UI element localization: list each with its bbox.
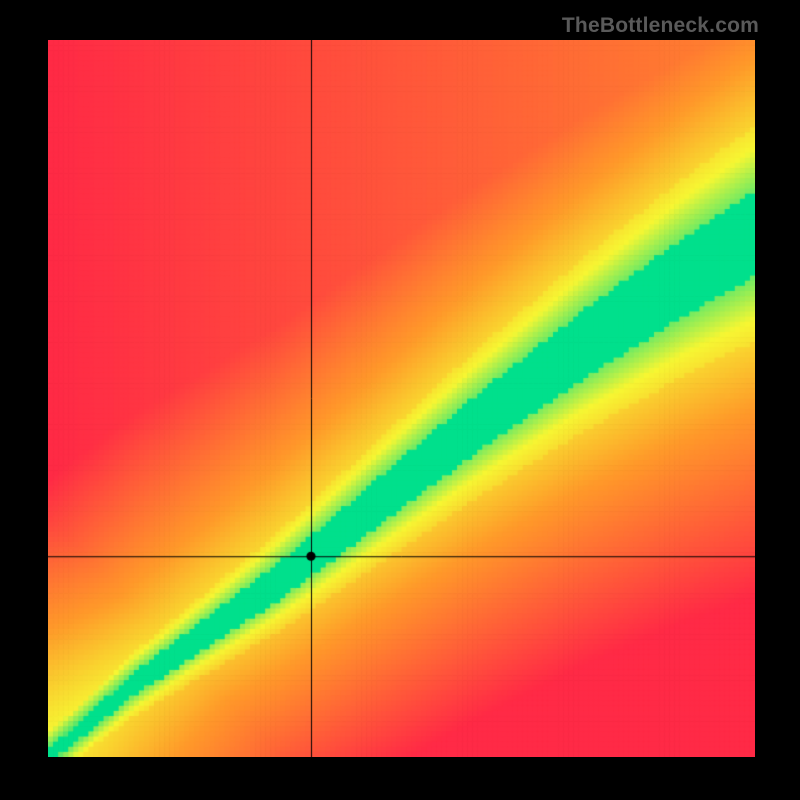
watermark-text: TheBottleneck.com — [562, 14, 759, 38]
heatmap-plot — [48, 40, 755, 757]
heatmap-canvas — [48, 40, 755, 757]
chart-frame: TheBottleneck.com — [0, 0, 800, 800]
